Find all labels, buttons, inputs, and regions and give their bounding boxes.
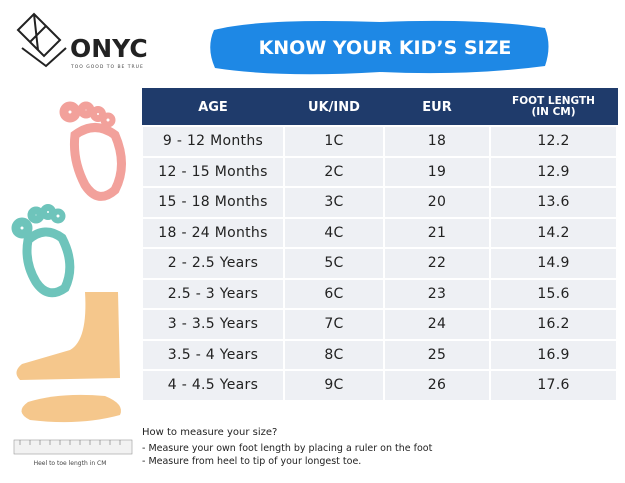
- table-row: 4 - 4.5 Years 9C 26 17.6: [141, 369, 618, 402]
- table-row: 2 - 2.5 Years 5C 22 14.9: [141, 247, 618, 280]
- foot-top-image: [21, 394, 121, 423]
- header-text: EUR: [422, 99, 452, 115]
- table-cell: 5C: [283, 247, 385, 280]
- table-cell: 4C: [283, 216, 385, 249]
- table-cell: 15 - 18 Months: [141, 186, 285, 219]
- table-cell: 20: [383, 186, 491, 219]
- table-cell: 2 - 2.5 Years: [141, 247, 285, 280]
- table-cell: 14.2: [489, 216, 618, 249]
- size-table: AGE UK/IND EUR FOOT LENGTH (IN CM) 9 - 12 M…: [141, 88, 618, 402]
- table-row: 2.5 - 3 Years 6C 23 15.6: [141, 277, 618, 310]
- note-item: - Measure your own foot length by placin…: [142, 443, 433, 454]
- header-cell: UK/IND: [283, 88, 385, 127]
- table-cell: 21: [383, 216, 491, 249]
- table-cell: 3C: [283, 186, 385, 219]
- table-cell: 19: [383, 155, 491, 188]
- table-row: 3.5 - 4 Years 8C 25 16.9: [141, 338, 618, 371]
- table-cell: 14.9: [489, 247, 618, 280]
- table-cell: 9 - 12 Months: [141, 125, 285, 158]
- table-cell: 18: [383, 125, 491, 158]
- brand-name: ONYC: [70, 34, 148, 63]
- table-cell: 4 - 4.5 Years: [141, 369, 285, 402]
- table-row: 9 - 12 Months 1C 18 12.2: [141, 125, 618, 158]
- table-cell: 12.9: [489, 155, 618, 188]
- table-cell: 16.2: [489, 308, 618, 341]
- table-cell: 12 - 15 Months: [141, 155, 285, 188]
- table-cell: 24: [383, 308, 491, 341]
- table-cell: 26: [383, 369, 491, 402]
- brand-tagline: TOO GOOD TO BE TRUE: [70, 64, 144, 70]
- table-cell: 8C: [283, 338, 385, 371]
- header-cell: FOOT LENGTH (IN CM): [489, 88, 618, 127]
- table-cell: 17.6: [489, 369, 618, 402]
- title-banner: [210, 20, 549, 75]
- table-cell: 13.6: [489, 186, 618, 219]
- header-row: AGE UK/IND EUR FOOT LENGTH (IN CM): [141, 88, 618, 127]
- header-text: UK/IND: [308, 99, 360, 115]
- table-cell: 23: [383, 277, 491, 310]
- note-item: - Measure from heel to tip of your longe…: [142, 456, 362, 467]
- teal-foot: [11, 204, 75, 298]
- table-row: 15 - 18 Months 3C 20 13.6: [141, 186, 618, 219]
- ruler-ticks: [19, 440, 121, 445]
- table-cell: 25: [383, 338, 491, 371]
- table-cell: 9C: [283, 369, 385, 402]
- pink-foot: [59, 101, 126, 201]
- table-cell: 22: [383, 247, 491, 280]
- table-cell: 6C: [283, 277, 385, 310]
- logo-mark: [16, 12, 67, 68]
- table-cell: 3.5 - 4 Years: [141, 338, 285, 371]
- table-row: 18 - 24 Months 4C 21 14.2: [141, 216, 618, 249]
- table-cell: 16.9: [489, 338, 618, 371]
- table-cell: 3 - 3.5 Years: [141, 308, 285, 341]
- notes-heading: How to measure your size?: [142, 427, 278, 438]
- table-body: 9 - 12 Months 1C 18 12.2 12 - 15 Months 2C 19 1…: [141, 125, 618, 402]
- table-row: 12 - 15 Months 2C 19 12.9: [141, 155, 618, 188]
- table-cell: 2C: [283, 155, 385, 188]
- table-cell: 12.2: [489, 125, 618, 158]
- title: KNOW YOUR KID’S SIZE: [259, 37, 512, 59]
- ruler: [13, 439, 133, 455]
- header-text: FOOT LENGTH (IN CM): [512, 94, 595, 118]
- table-cell: 7C: [283, 308, 385, 341]
- table-cell: 1C: [283, 125, 385, 158]
- table-cell: 2.5 - 3 Years: [141, 277, 285, 310]
- header-cell: AGE: [141, 88, 285, 127]
- table-row: 3 - 3.5 Years 7C 24 16.2: [141, 308, 618, 341]
- ruler-caption: Heel to toe length in CM: [34, 460, 107, 467]
- table-cell: 15.6: [489, 277, 618, 310]
- header-cell: EUR: [383, 88, 491, 127]
- header-text: AGE: [198, 99, 228, 115]
- table-cell: 18 - 24 Months: [141, 216, 285, 249]
- foot-side-image: [16, 292, 121, 380]
